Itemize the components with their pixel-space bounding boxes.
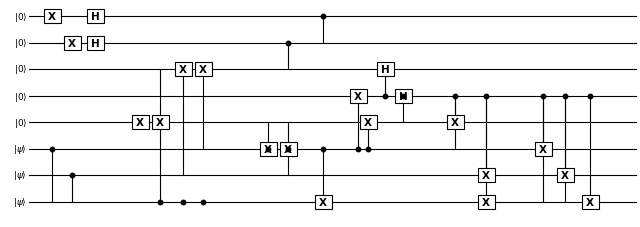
Text: $|0\rangle$: $|0\rangle$ [13, 63, 27, 76]
Text: $|0\rangle$: $|0\rangle$ [13, 90, 27, 103]
Bar [477, 195, 495, 209]
Bar [376, 63, 394, 77]
Bar [86, 10, 104, 24]
Text: X: X [451, 118, 459, 127]
Text: $|\psi\rangle$: $|\psi\rangle$ [13, 143, 27, 156]
Text: X: X [48, 12, 56, 22]
Text: X: X [586, 197, 594, 207]
Text: X: X [199, 65, 207, 75]
Text: X: X [561, 170, 569, 180]
Bar [477, 168, 495, 182]
Bar [175, 63, 191, 77]
Text: $|0\rangle$: $|0\rangle$ [13, 116, 27, 129]
Bar [280, 142, 296, 156]
Bar [314, 195, 332, 209]
Text: X: X [284, 144, 292, 154]
Text: $|\psi\rangle$: $|\psi\rangle$ [13, 169, 27, 182]
Bar [557, 168, 573, 182]
Bar [349, 90, 367, 104]
Text: H: H [91, 12, 99, 22]
Text: $|0\rangle$: $|0\rangle$ [13, 10, 27, 23]
Bar [259, 142, 276, 156]
Bar [63, 37, 81, 51]
Text: X: X [482, 170, 490, 180]
Bar [152, 116, 168, 129]
Bar [86, 37, 104, 51]
Text: X: X [364, 118, 372, 127]
Bar [394, 90, 412, 104]
Text: $|\psi\rangle$: $|\psi\rangle$ [13, 196, 27, 209]
Text: X: X [136, 118, 144, 127]
Text: X: X [482, 197, 490, 207]
Bar [131, 116, 148, 129]
Text: H: H [381, 65, 389, 75]
Text: X: X [354, 92, 362, 101]
Text: X: X [156, 118, 164, 127]
Bar [534, 142, 552, 156]
Text: H: H [399, 92, 408, 101]
Text: $|0\rangle$: $|0\rangle$ [13, 37, 27, 50]
Text: X: X [68, 39, 76, 49]
Text: X: X [179, 65, 187, 75]
Bar [44, 10, 61, 24]
Text: H: H [91, 39, 99, 49]
Bar [447, 116, 463, 129]
Text: X: X [319, 197, 327, 207]
Bar [360, 116, 376, 129]
Bar [582, 195, 598, 209]
Text: X: X [539, 144, 547, 154]
Bar [195, 63, 211, 77]
Text: X: X [264, 144, 272, 154]
